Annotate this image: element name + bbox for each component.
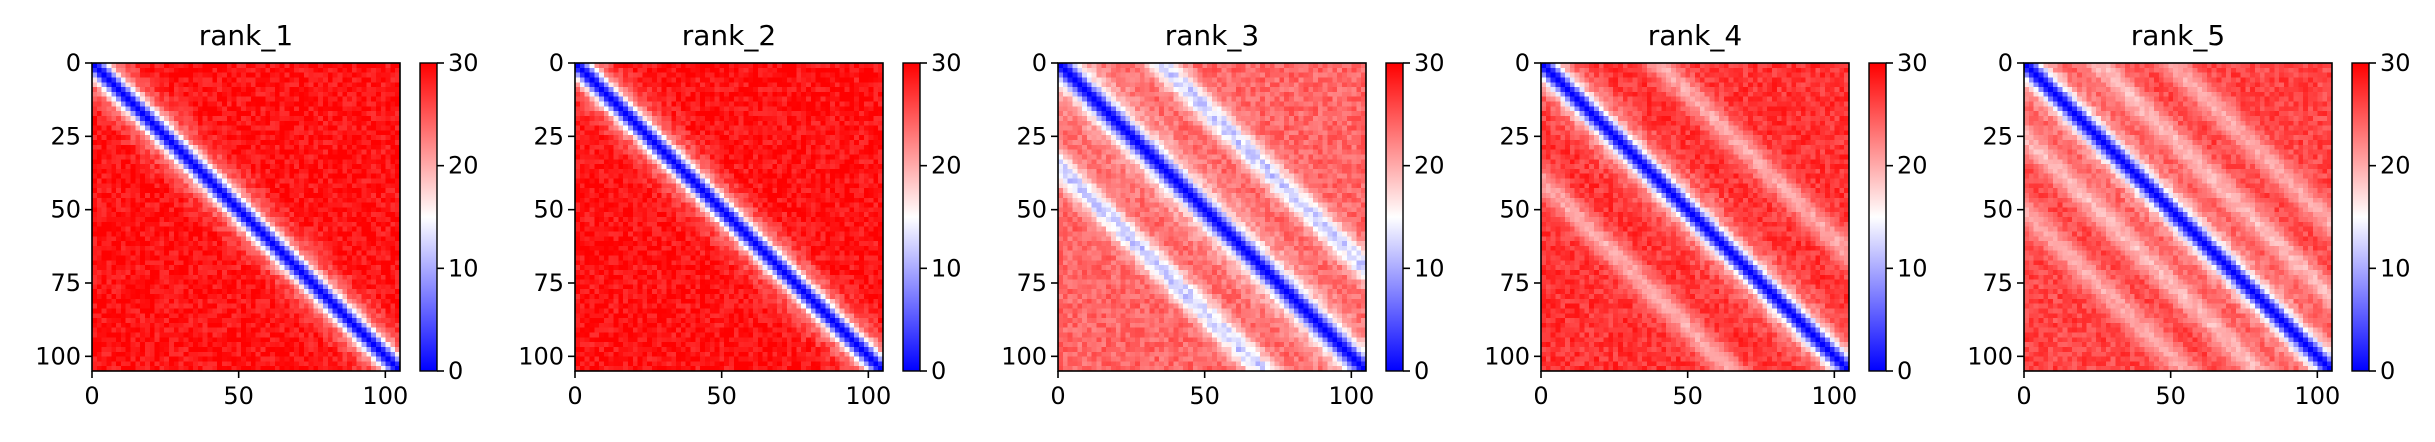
y-tick-label: 50 (1982, 196, 2013, 224)
y-tick-label: 50 (1499, 196, 1530, 224)
y-tick-label: 75 (1499, 269, 1530, 297)
colorbar-tick-label: 10 (1897, 254, 1928, 282)
x-tick-label: 100 (362, 382, 408, 410)
y-tick-label: 75 (1016, 269, 1047, 297)
colorbar-tick-label: 30 (448, 49, 479, 77)
heatmap-cells (575, 63, 884, 372)
y-tick-label: 0 (66, 49, 81, 77)
y-tick-label: 100 (1001, 342, 1047, 370)
x-tick-label: 0 (84, 382, 99, 410)
x-tick-label: 0 (2016, 382, 2031, 410)
colorbar (2352, 63, 2369, 371)
colorbar-tick-label: 0 (931, 357, 946, 385)
x-tick-label: 50 (706, 382, 737, 410)
colorbar-tick-label: 20 (931, 152, 962, 180)
colorbar-tick-label: 0 (1414, 357, 1429, 385)
x-tick-label: 100 (1811, 382, 1857, 410)
colorbar (1386, 63, 1403, 371)
x-tick-label: 50 (1189, 382, 1220, 410)
y-tick-label: 25 (533, 122, 564, 150)
colorbar-tick-label: 20 (448, 152, 479, 180)
colorbar-tick-label: 20 (1897, 152, 1928, 180)
colorbar-tick-label: 10 (448, 254, 479, 282)
y-tick-label: 100 (518, 342, 564, 370)
heatmap-cells (92, 63, 401, 372)
chart-title: rank_5 (2131, 19, 2225, 52)
x-tick-label: 100 (845, 382, 891, 410)
y-tick-label: 75 (533, 269, 564, 297)
chart-title: rank_4 (1648, 19, 1742, 52)
colorbar-tick-label: 0 (2380, 357, 2395, 385)
x-tick-label: 100 (1328, 382, 1374, 410)
x-tick-label: 50 (223, 382, 254, 410)
x-tick-label: 50 (1672, 382, 1703, 410)
colorbar (1869, 63, 1886, 371)
y-tick-label: 25 (1499, 122, 1530, 150)
y-tick-label: 25 (1016, 122, 1047, 150)
y-tick-label: 100 (1967, 342, 2013, 370)
chart-title: rank_2 (682, 19, 776, 52)
colorbar (420, 63, 437, 371)
heatmap-cells (1541, 63, 1850, 372)
y-tick-label: 100 (1484, 342, 1530, 370)
heatmap-cells (1058, 63, 1367, 372)
colorbar-tick-label: 20 (1414, 152, 1445, 180)
y-tick-label: 100 (35, 342, 81, 370)
heatmap-cells (2024, 63, 2333, 372)
y-tick-label: 0 (549, 49, 564, 77)
colorbar (903, 63, 920, 371)
colorbar-tick-label: 30 (931, 49, 962, 77)
x-tick-label: 0 (1533, 382, 1548, 410)
colorbar-tick-label: 10 (1414, 254, 1445, 282)
colorbar-tick-label: 30 (1897, 49, 1928, 77)
y-tick-label: 0 (1515, 49, 1530, 77)
colorbar-tick-label: 20 (2380, 152, 2411, 180)
chart-title: rank_3 (1165, 19, 1259, 52)
y-tick-label: 50 (533, 196, 564, 224)
y-tick-label: 50 (1016, 196, 1047, 224)
y-tick-label: 25 (50, 122, 81, 150)
x-tick-label: 50 (2155, 382, 2186, 410)
y-tick-label: 25 (1982, 122, 2013, 150)
colorbar-tick-label: 30 (1414, 49, 1445, 77)
y-tick-label: 0 (1032, 49, 1047, 77)
colorbar-tick-label: 0 (448, 357, 463, 385)
y-tick-label: 0 (1998, 49, 2013, 77)
x-tick-label: 100 (2294, 382, 2340, 410)
y-tick-label: 50 (50, 196, 81, 224)
colorbar-tick-label: 10 (2380, 254, 2411, 282)
chart-title: rank_1 (199, 19, 293, 52)
y-tick-label: 75 (50, 269, 81, 297)
x-tick-label: 0 (567, 382, 582, 410)
colorbar-tick-label: 10 (931, 254, 962, 282)
x-tick-label: 0 (1050, 382, 1065, 410)
y-tick-label: 75 (1982, 269, 2013, 297)
colorbar-tick-label: 0 (1897, 357, 1912, 385)
colorbar-tick-label: 30 (2380, 49, 2411, 77)
